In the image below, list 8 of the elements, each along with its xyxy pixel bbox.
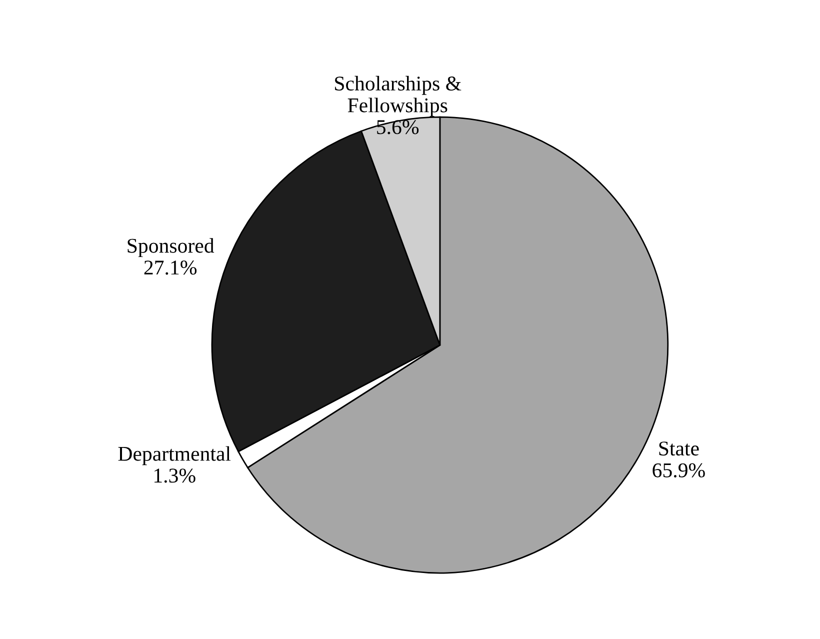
slice-label: Departmental [118, 446, 231, 466]
slice-label: State [659, 442, 699, 456]
data-label: 5.6% [377, 120, 419, 134]
data-label: 27.1% [144, 260, 197, 275]
data-label: 1.3% [154, 468, 196, 483]
slice-label: Scholarships & Fellowships [335, 76, 462, 117]
data-label: 65.9% [652, 463, 705, 478]
slice-label: Sponsored [128, 238, 214, 258]
